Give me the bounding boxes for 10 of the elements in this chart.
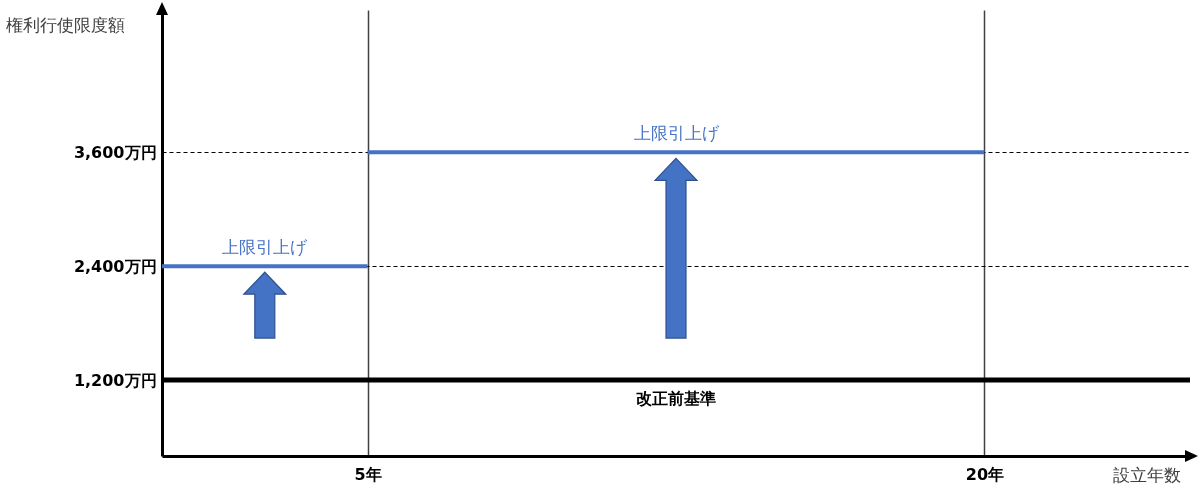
- x-tick-label: 5年: [354, 464, 382, 484]
- annotation: 上限引上げ: [222, 237, 309, 258]
- ref-line-label: 改正前基準: [636, 389, 716, 409]
- y-axis-title: 権利行使限度額: [5, 14, 125, 35]
- y-tick-label: 1,200万円: [73, 370, 157, 390]
- y-tick-label: 2,400万円: [73, 256, 157, 276]
- x-axis-title: 設立年数: [1112, 464, 1181, 485]
- annotation: 上限引上げ: [633, 123, 720, 144]
- x-tick-label: 20年: [965, 464, 1005, 484]
- y-tick-label: 3,600万円: [73, 142, 157, 162]
